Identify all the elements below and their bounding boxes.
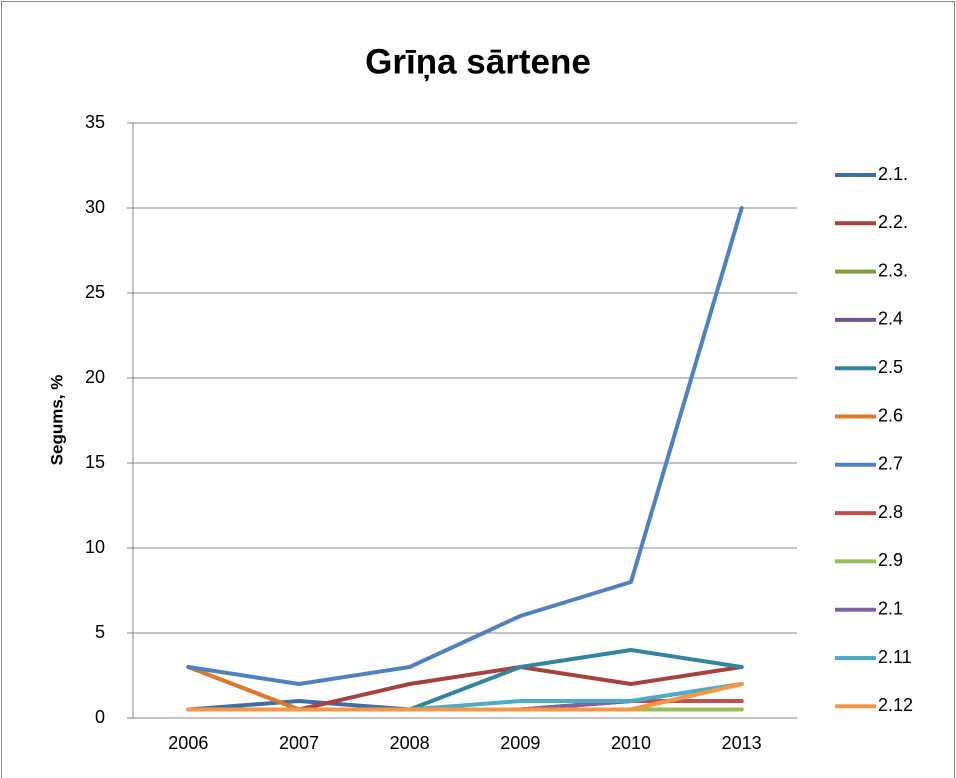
- x-tick-label: 2006: [168, 733, 208, 753]
- legend-label: 2.12: [878, 695, 913, 715]
- chart-title: Grīņa sārtene: [365, 42, 591, 81]
- x-tick-label: 2009: [500, 733, 540, 753]
- legend-label: 2.1: [878, 598, 903, 618]
- series-line: [186, 682, 744, 712]
- legend-label: 2.1.: [878, 164, 908, 184]
- x-tick-label: 2007: [279, 733, 319, 753]
- legend-label: 2.6: [878, 405, 903, 425]
- legend-label: 2.7: [878, 454, 903, 474]
- x-tick-label: 2008: [390, 733, 430, 753]
- legend-label: 2.2.: [878, 212, 908, 232]
- y-tick-label: 5: [95, 622, 105, 642]
- legend-label: 2.3.: [878, 260, 908, 280]
- legend-label: 2.5: [878, 357, 903, 377]
- series-line: [186, 206, 744, 686]
- legend-label: 2.8: [878, 502, 903, 522]
- y-tick-label: 10: [85, 537, 105, 557]
- y-tick-label: 0: [95, 707, 105, 727]
- legend-label: 2.4: [878, 309, 903, 329]
- y-tick-label: 25: [85, 282, 105, 302]
- y-tick-label: 35: [85, 112, 105, 132]
- x-tick-label: 2010: [611, 733, 651, 753]
- y-axis-label: Segums, %: [47, 375, 66, 466]
- y-tick-label: 15: [85, 452, 105, 472]
- y-tick-label: 30: [85, 197, 105, 217]
- legend-label: 2.9: [878, 550, 903, 570]
- legend-label: 2.11: [878, 647, 912, 667]
- x-tick-label: 2013: [722, 733, 762, 753]
- y-tick-label: 20: [85, 367, 105, 387]
